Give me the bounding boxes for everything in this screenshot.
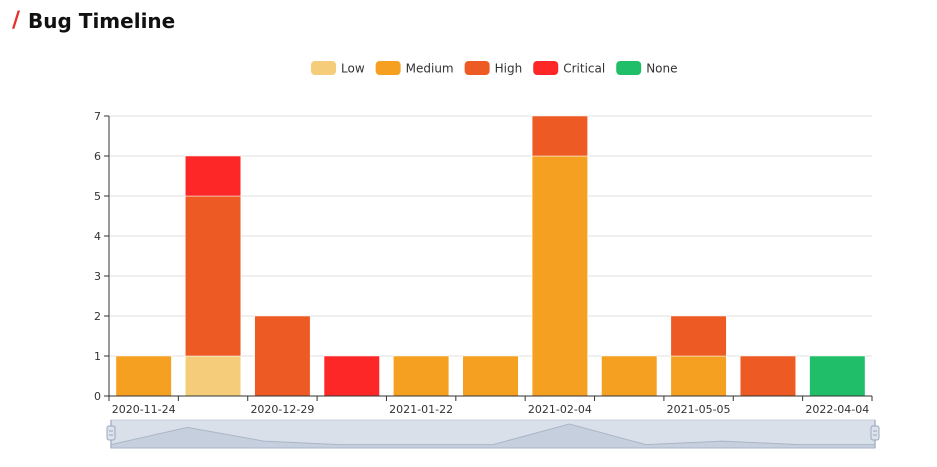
x-tick-label: 2020-11-24: [112, 403, 176, 416]
legend-label: Medium: [406, 62, 454, 76]
x-tick-label: 2021-05-05: [667, 403, 731, 416]
legend-item-high[interactable]: High: [464, 61, 523, 76]
x-tick-label: 2022-04-04: [805, 403, 869, 416]
legend-swatch: [375, 61, 401, 75]
legend-item-medium[interactable]: Medium: [375, 61, 454, 76]
bar-medium-2021-02-04[interactable]: [531, 155, 588, 397]
chart-legend: Low Medium High Critical None: [311, 61, 678, 76]
y-tick-label: 7: [94, 110, 101, 123]
x-tick-label: 2021-02-04: [528, 403, 592, 416]
legend-swatch: [616, 61, 642, 75]
bar-medium-2021-01-22[interactable]: [393, 355, 450, 397]
title-text: Bug Timeline: [28, 8, 176, 33]
bar-high-2021-02-04[interactable]: [531, 115, 588, 157]
legend-label: Low: [341, 62, 365, 76]
y-tick-label: 6: [94, 150, 101, 163]
bar-medium-2021-05-05[interactable]: [670, 355, 727, 397]
y-tick-label: 2: [94, 310, 101, 323]
chart-axes: 0 1 2 3 4 5 6 7 2020-11-24 2020-12-29 2021-01-22 20…: [94, 110, 873, 416]
bar-critical-2020-12-15[interactable]: [185, 155, 242, 197]
legend-item-none[interactable]: None: [616, 61, 678, 76]
bar-medium-2020-11-24[interactable]: [115, 355, 172, 397]
legend-label: Critical: [563, 62, 605, 76]
y-tick-label: 5: [94, 190, 101, 203]
datazoom-right-handle[interactable]: [870, 420, 880, 448]
bar-medium-2021-01-29[interactable]: [462, 355, 519, 397]
chart-bars: [115, 115, 866, 397]
legend-label: High: [495, 62, 523, 76]
bar-critical-2021-01-12[interactable]: [323, 355, 380, 397]
y-tick-label: 3: [94, 270, 101, 283]
legend-swatch: [533, 61, 559, 75]
title-slash-mark: /: [12, 8, 21, 33]
bar-low-2020-12-15[interactable]: [185, 355, 242, 397]
bar-medium-2021-03-10[interactable]: [601, 355, 658, 397]
legend-item-low[interactable]: Low: [311, 61, 365, 76]
datazoom-slider: [106, 419, 880, 449]
bar-high-2020-12-15[interactable]: [185, 195, 242, 357]
y-tick-label: 1: [94, 350, 101, 363]
y-tick-label: 4: [94, 230, 101, 243]
x-tick-label: 2020-12-29: [250, 403, 314, 416]
legend-label: None: [646, 62, 677, 76]
legend-swatch: [464, 61, 490, 75]
bar-high-2020-12-29[interactable]: [254, 315, 311, 397]
bar-high-2021-05-05[interactable]: [670, 315, 727, 357]
datazoom-preview-area: [110, 423, 876, 449]
bar-high-2021-08-18[interactable]: [739, 355, 796, 397]
legend-item-critical[interactable]: Critical: [533, 61, 605, 76]
page-title: / Bug Timeline: [12, 8, 175, 33]
datazoom-left-handle[interactable]: [106, 420, 116, 448]
x-tick-label: 2021-01-22: [389, 403, 453, 416]
legend-swatch: [311, 61, 336, 75]
bar-none-2022-04-04[interactable]: [809, 355, 866, 397]
y-tick-label: 0: [94, 390, 101, 403]
